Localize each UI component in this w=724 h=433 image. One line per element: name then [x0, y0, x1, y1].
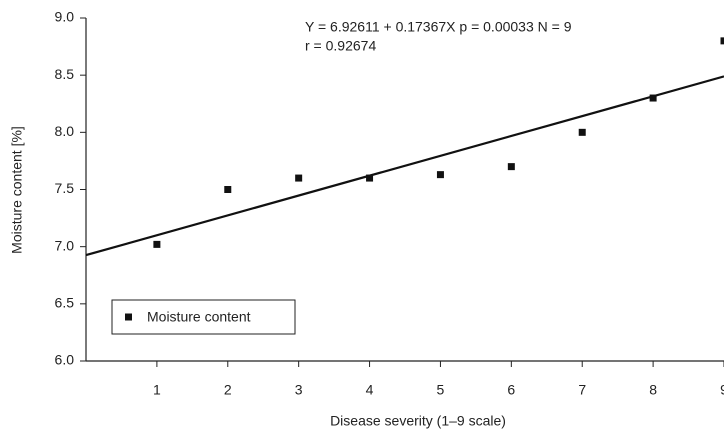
- point: [720, 37, 724, 45]
- x-tick-label: 4: [366, 382, 374, 398]
- y-tick-label: 6.0: [55, 352, 75, 368]
- regression-line: [85, 75, 724, 257]
- x-tick-label: 2: [224, 382, 232, 398]
- x-tick-label: 1: [153, 382, 161, 398]
- y-tick-label: 6.5: [55, 295, 75, 311]
- x-tick-label: 6: [507, 382, 515, 398]
- point: [366, 174, 374, 182]
- point: [153, 240, 161, 248]
- x-tick-label: 5: [437, 382, 445, 398]
- x-tick-label: 8: [649, 382, 657, 398]
- x-tick-label: 3: [295, 382, 303, 398]
- point: [507, 163, 515, 171]
- point: [295, 174, 303, 182]
- x-tick-label: 7: [578, 382, 586, 398]
- annotation: r = 0.92674: [305, 38, 376, 54]
- point: [224, 186, 232, 193]
- y-tick-label: 7.5: [55, 180, 75, 196]
- legend-box: [111, 299, 296, 335]
- legend-label: Moisture content: [147, 309, 251, 325]
- point: [649, 94, 657, 102]
- x-tick-label: 9: [720, 382, 724, 398]
- y-tick-label: 8.0: [55, 123, 75, 139]
- y-tick-label: 8.5: [55, 66, 75, 82]
- y-tick-label: 9.0: [55, 9, 75, 25]
- annotation: Y = 6.92611 + 0.17367X p = 0.00033 N = 9: [305, 19, 572, 35]
- y-tick-label: 7.0: [55, 237, 75, 253]
- x-axis-label: Disease severity (1–9 scale): [330, 413, 506, 429]
- point: [578, 128, 586, 136]
- legend-marker: [125, 313, 132, 321]
- point: [436, 171, 444, 179]
- y-axis-label: Moisture content [%]: [9, 126, 25, 254]
